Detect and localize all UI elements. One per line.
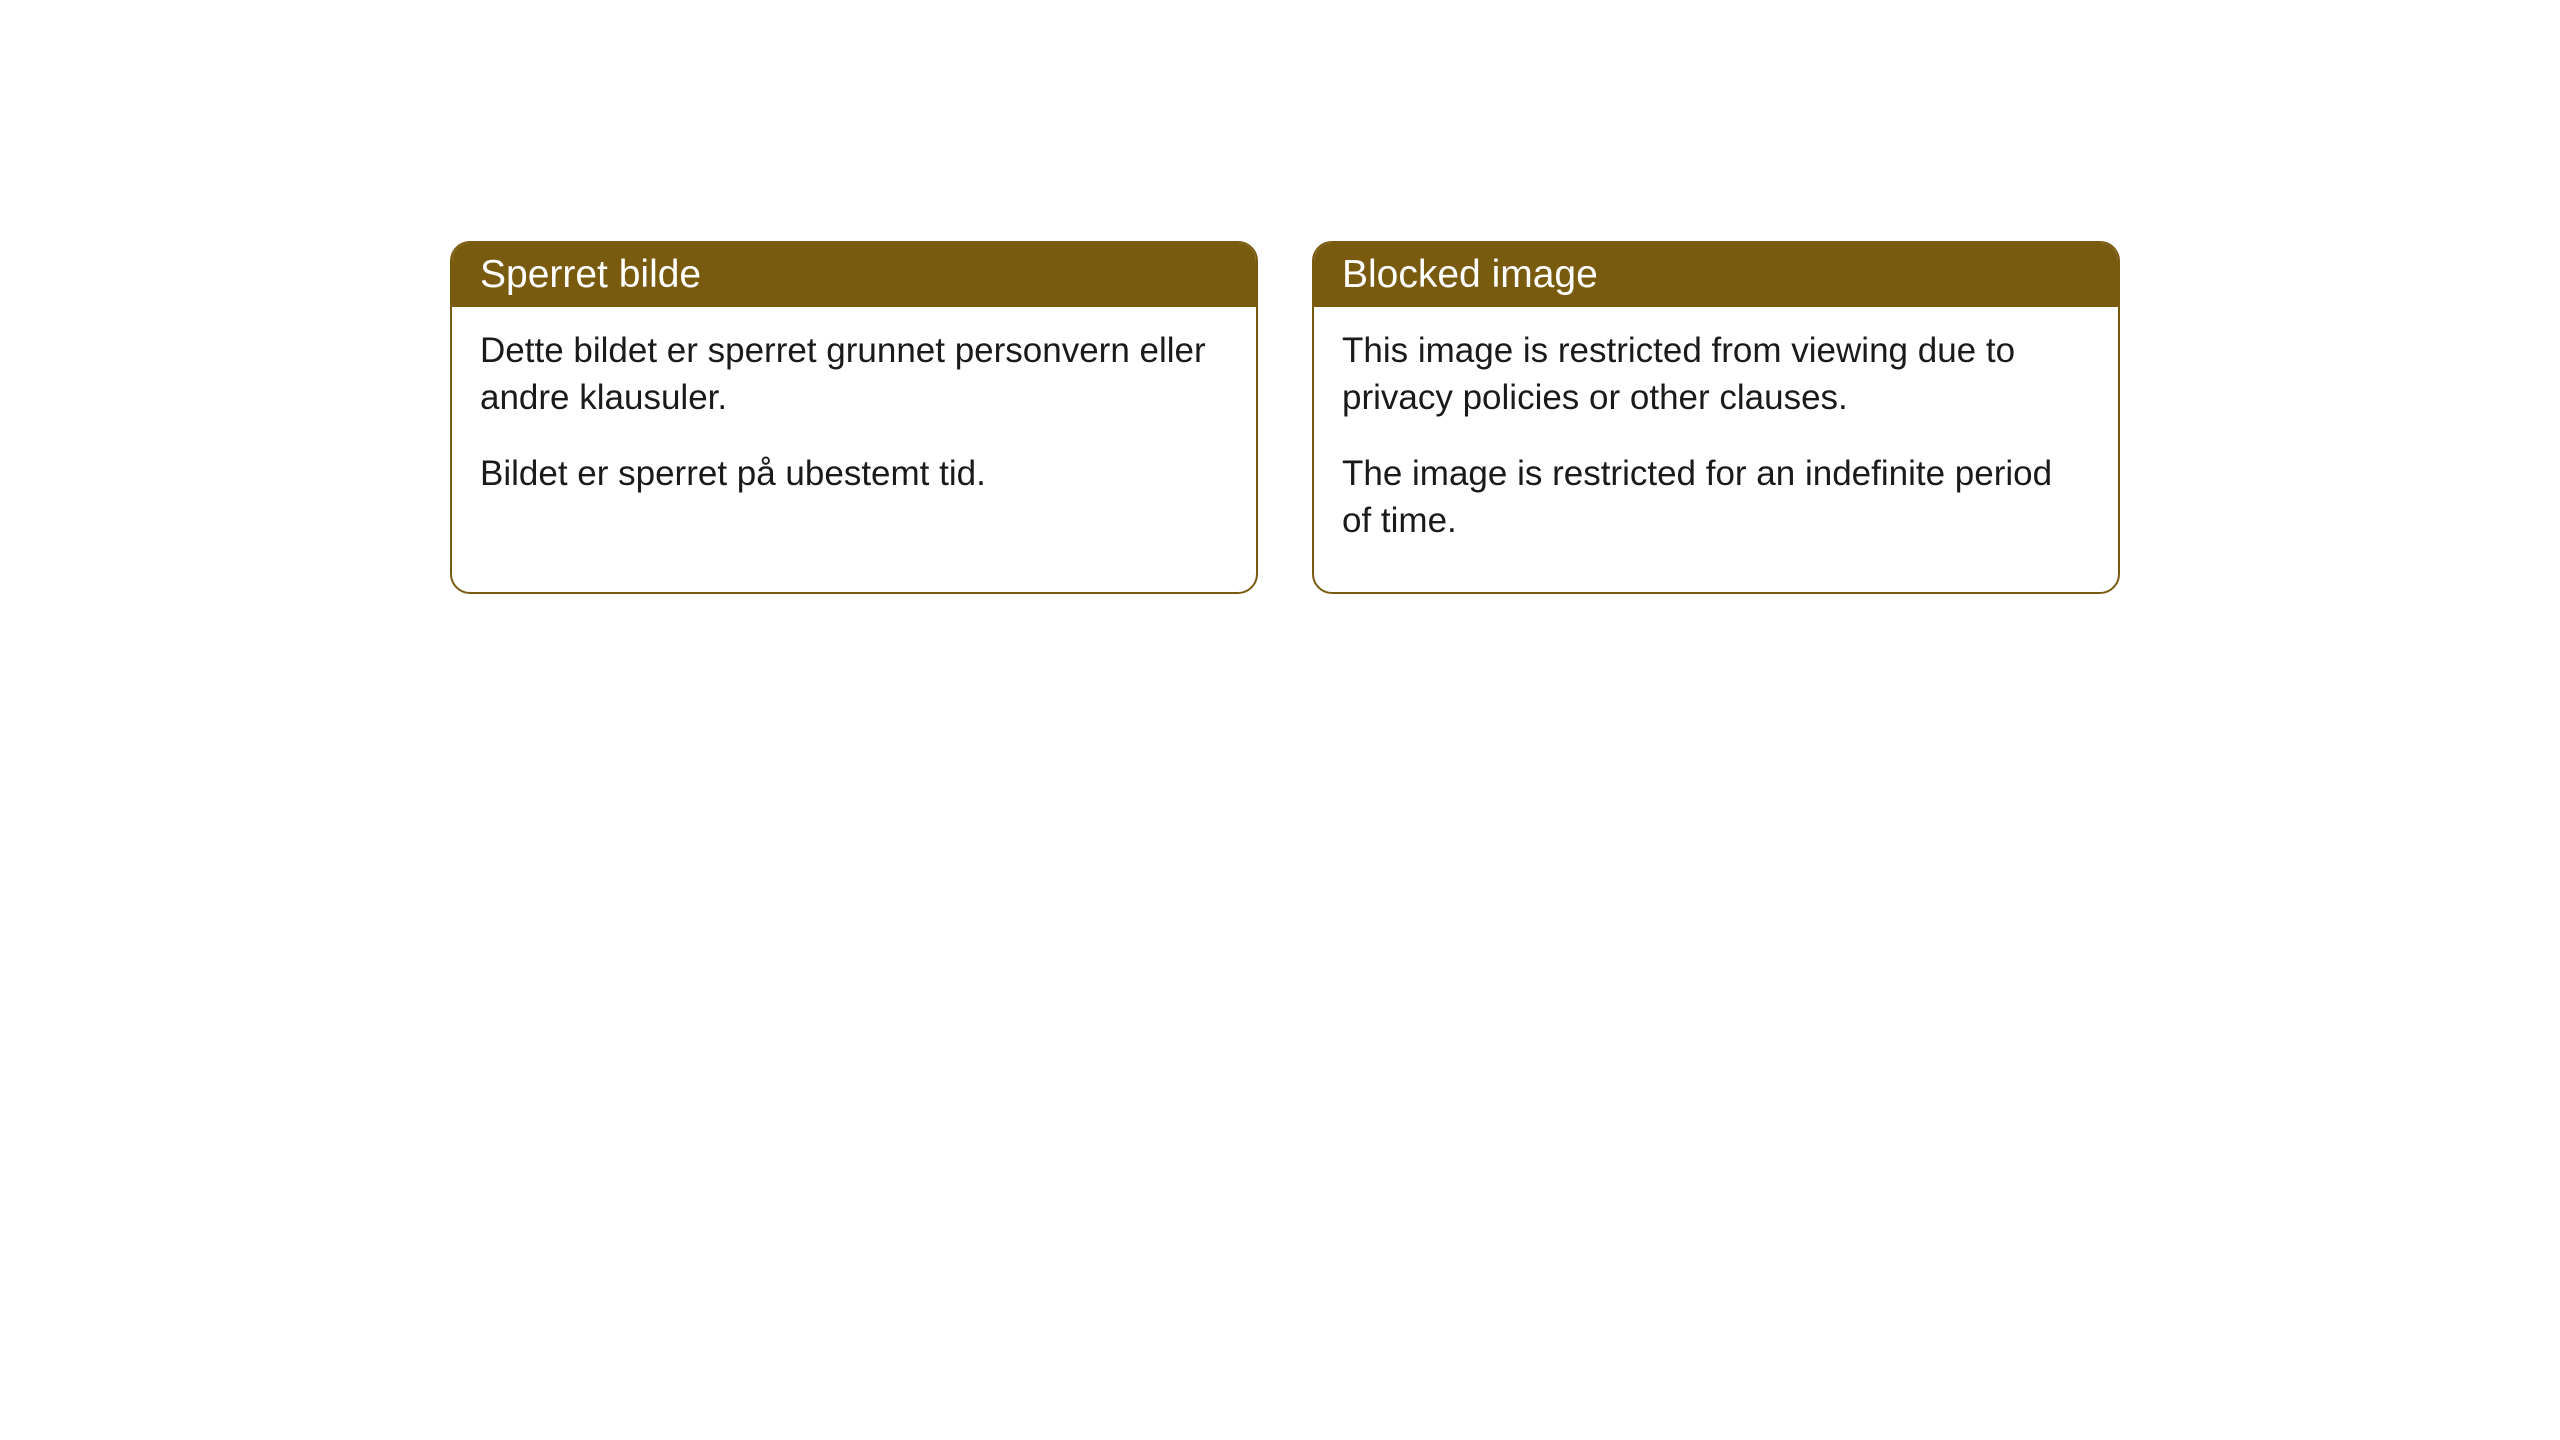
card-title: Sperret bilde: [480, 253, 701, 296]
card-title: Blocked image: [1342, 253, 1598, 296]
card-header: Sperret bilde: [452, 243, 1256, 307]
card-paragraph: Dette bildet er sperret grunnet personve…: [480, 327, 1228, 422]
notice-card-norwegian: Sperret bilde Dette bildet er sperret gr…: [450, 241, 1258, 594]
card-body: Dette bildet er sperret grunnet personve…: [452, 307, 1256, 545]
card-body: This image is restricted from viewing du…: [1314, 307, 2118, 592]
card-paragraph: Bildet er sperret på ubestemt tid.: [480, 450, 1228, 497]
notice-card-english: Blocked image This image is restricted f…: [1312, 241, 2120, 594]
notice-cards-container: Sperret bilde Dette bildet er sperret gr…: [450, 241, 2120, 594]
card-header: Blocked image: [1314, 243, 2118, 307]
card-paragraph: This image is restricted from viewing du…: [1342, 327, 2090, 422]
card-paragraph: The image is restricted for an indefinit…: [1342, 450, 2090, 545]
